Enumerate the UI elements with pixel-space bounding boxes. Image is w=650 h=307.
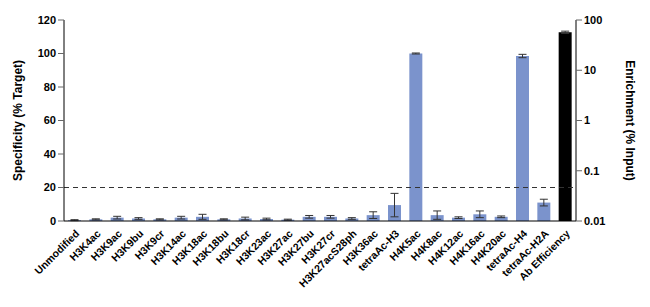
svg-text:10: 10 xyxy=(584,64,596,76)
svg-text:80: 80 xyxy=(44,81,56,93)
svg-text:H3K18cr: H3K18cr xyxy=(213,227,252,266)
svg-text:120: 120 xyxy=(38,14,56,26)
svg-text:H3K27bu: H3K27bu xyxy=(275,227,316,268)
svg-text:tetraAc-H3: tetraAc-H3 xyxy=(355,227,402,274)
svg-text:tetraAc-H2A: tetraAc-H2A xyxy=(499,227,551,279)
svg-text:H3K14ac: H3K14ac xyxy=(148,227,188,268)
svg-text:H3K9bu: H3K9bu xyxy=(108,227,146,264)
svg-text:Enrichment (% Input): Enrichment (% Input) xyxy=(623,60,637,181)
svg-text:0: 0 xyxy=(50,215,56,227)
svg-text:H3K36ac: H3K36ac xyxy=(340,227,380,268)
svg-text:H3K18bu: H3K18bu xyxy=(190,227,231,268)
svg-text:Unmodified: Unmodified xyxy=(32,227,82,277)
svg-text:Specificity (% Target): Specificity (% Target) xyxy=(11,60,25,181)
svg-text:H3K27cr: H3K27cr xyxy=(298,227,338,266)
svg-text:100: 100 xyxy=(38,47,56,59)
svg-text:H4K16ac: H4K16ac xyxy=(446,227,487,268)
svg-text:100: 100 xyxy=(584,14,602,26)
svg-text:H4K12ac: H4K12ac xyxy=(425,227,466,268)
svg-text:H3K27acS28ph: H3K27acS28ph xyxy=(296,227,359,290)
svg-text:60: 60 xyxy=(44,114,56,126)
svg-text:H3K9cr: H3K9cr xyxy=(132,227,167,262)
svg-text:H4K5ac: H4K5ac xyxy=(387,227,423,263)
svg-text:H4K8ac: H4K8ac xyxy=(408,227,444,263)
svg-text:0.01: 0.01 xyxy=(584,215,605,227)
svg-text:20: 20 xyxy=(44,181,56,193)
svg-text:H3K23ac: H3K23ac xyxy=(233,227,274,268)
svg-text:0.1: 0.1 xyxy=(584,165,599,177)
svg-text:H3K9ac: H3K9ac xyxy=(88,227,124,263)
svg-text:H4K20ac: H4K20ac xyxy=(468,227,508,268)
svg-text:H3K4ac: H3K4ac xyxy=(67,227,103,263)
svg-text:40: 40 xyxy=(44,148,56,160)
svg-text:tetraAc-H4: tetraAc-H4 xyxy=(483,227,530,274)
svg-text:Ab Efficiency: Ab Efficiency xyxy=(516,227,572,283)
svg-text:H3K27ac: H3K27ac xyxy=(254,227,295,268)
svg-text:H3K18ac: H3K18ac xyxy=(169,227,210,268)
svg-text:1: 1 xyxy=(584,114,590,126)
